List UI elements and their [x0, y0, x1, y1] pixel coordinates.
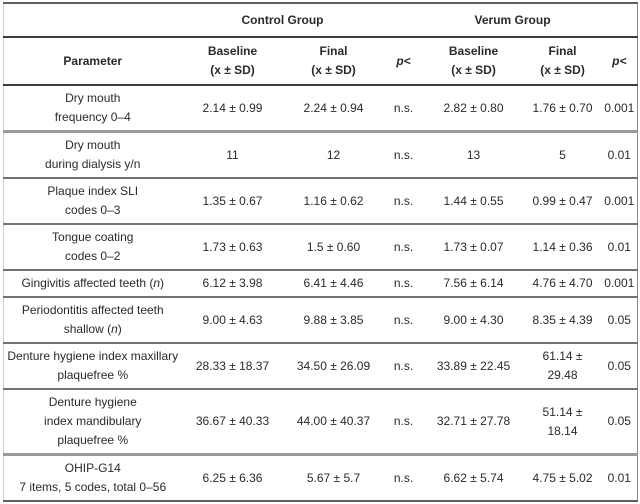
- verum-p-cell: 0.001: [601, 177, 638, 224]
- table-row: Gingivitis affected teeth (n) 6.12 ± 3.98…: [3, 269, 638, 297]
- table-row: OHIP-G14 7 items, 5 codes, total 0–56 6.25…: [3, 453, 638, 501]
- verum-baseline-cell: 13: [423, 130, 524, 178]
- control-p-cell: n.s.: [383, 342, 424, 389]
- verum-baseline-cell: 32.71 ± 27.78: [423, 388, 524, 455]
- verum-p-cell: 0.01: [601, 223, 638, 270]
- verum-p-cell: 0.001: [601, 269, 638, 297]
- verum-p-cell: 0.01: [601, 453, 638, 501]
- verum-baseline-cell: 1.44 ± 0.55: [423, 177, 524, 224]
- verum-final-cell: 8.35 ± 4.39: [523, 296, 602, 343]
- control-baseline-cell: 9.00 ± 4.63: [181, 296, 284, 343]
- verum-p-cell: 0.05: [601, 342, 638, 389]
- table-body: Dry mouth frequency 0–4 2.14 ± 0.99 2.24 ± …: [3, 85, 638, 501]
- parameter-column-header: Parameter: [3, 37, 182, 86]
- control-final-cell: 34.50 ± 26.09: [283, 342, 384, 389]
- control-final-cell: 12: [283, 130, 384, 178]
- table-row: Dry mouth frequency 0–4 2.14 ± 0.99 2.24 ± …: [4, 85, 638, 132]
- parameter-cell: Denture hygiene index maxillary plaquefre…: [3, 342, 182, 389]
- control-final-column-header: Final (x ± SD): [283, 37, 384, 86]
- control-final-cell: 5.67 ± 5.7: [283, 453, 384, 501]
- control-baseline-cell: 28.33 ± 18.37: [181, 342, 284, 389]
- verum-p-cell: 0.001: [604, 100, 635, 115]
- parameter-cell: OHIP-G14 7 items, 5 codes, total 0–56: [3, 453, 182, 501]
- group-header-spacer: [383, 3, 424, 38]
- verum-group-header: Verum Group: [423, 3, 602, 38]
- verum-baseline-cell: 2.82 ± 0.80: [443, 100, 504, 115]
- control-final-cell: 6.41 ± 4.46: [283, 269, 384, 297]
- control-baseline-cell: 2.14 ± 0.99: [202, 100, 263, 115]
- verum-final-cell: 1.14 ± 0.36: [523, 223, 602, 270]
- table-row: Tongue coating codes 0–2 1.73 ± 0.63 1.5 ± …: [3, 223, 638, 270]
- table-row: Denture hygiene index mandibulary plaquefr…: [3, 388, 638, 455]
- parameter-cell: Dry mouth frequency 0–4: [54, 91, 131, 124]
- verum-baseline-column-header: Baseline (x ± SD): [423, 37, 524, 86]
- verum-final-cell: 4.75 ± 5.02: [523, 453, 602, 501]
- control-final-cell: 1.16 ± 0.62: [283, 177, 384, 224]
- control-baseline-column-header: Baseline (x ± SD): [181, 37, 284, 86]
- control-p-cell: n.s.: [383, 223, 424, 270]
- group-header-spacer: [601, 3, 638, 38]
- parameter-cell: Periodontitis affected teeth shallow (n): [3, 296, 182, 343]
- control-p-cell: n.s.: [383, 269, 424, 297]
- control-group-header: Control Group: [181, 3, 384, 38]
- group-header-row: Control Group Verum Group: [3, 3, 638, 38]
- control-p-cell: n.s.: [383, 388, 424, 455]
- parameter-cell: Tongue coating codes 0–2: [3, 223, 182, 270]
- table-header: Control Group Verum Group Parameter Base…: [3, 3, 638, 86]
- verum-baseline-cell: 7.56 ± 6.14: [423, 269, 524, 297]
- control-p-cell: n.s.: [393, 100, 414, 115]
- column-header-row: Parameter Baseline (x ± SD) Final (x ± SD)…: [3, 37, 638, 86]
- verum-final-cell: 4.76 ± 4.70: [523, 269, 602, 297]
- control-final-cell: 1.5 ± 0.60: [283, 223, 384, 270]
- control-baseline-cell: 6.25 ± 6.36: [181, 453, 284, 501]
- control-baseline-cell: 6.12 ± 3.98: [181, 269, 284, 297]
- verum-baseline-cell: 9.00 ± 4.30: [423, 296, 524, 343]
- parameter-cell: Dry mouth during dialysis y/n: [3, 130, 182, 178]
- verum-final-cell: 51.14 ±18.14: [523, 388, 602, 455]
- parameter-cell: Denture hygiene index mandibulary plaquefr…: [3, 388, 182, 455]
- table-row: Plaque index SLI codes 0–3 1.35 ± 0.67 1.16…: [3, 177, 638, 224]
- control-baseline-cell: 11: [181, 130, 284, 178]
- table-row: Dry mouth during dialysis y/n 11 12 n.s. 13 5 0…: [3, 130, 638, 178]
- verum-final-cell: 0.99 ± 0.47: [523, 177, 602, 224]
- verum-final-column-header: Final (x ± SD): [523, 37, 602, 86]
- verum-final-cell: 61.14 ±29.48: [523, 342, 602, 389]
- verum-final-cell: 5: [523, 130, 602, 178]
- control-p-cell: n.s.: [383, 130, 424, 178]
- verum-p-cell: 0.05: [601, 388, 638, 455]
- control-final-cell: 9.88 ± 3.85: [283, 296, 384, 343]
- verum-baseline-cell: 6.62 ± 5.74: [423, 453, 524, 501]
- control-p-cell: n.s.: [383, 177, 424, 224]
- results-table: Control Group Verum Group Parameter Base…: [3, 2, 639, 502]
- verum-baseline-cell: 1.73 ± 0.07: [423, 223, 524, 270]
- control-p-cell: n.s.: [383, 453, 424, 501]
- control-p-cell: n.s.: [383, 296, 424, 343]
- verum-p-column-header: p<: [601, 37, 638, 86]
- control-final-cell: 2.24 ± 0.94: [303, 100, 364, 115]
- table-row: Denture hygiene index maxillary plaquefre…: [3, 342, 638, 389]
- verum-p-cell: 0.05: [601, 296, 638, 343]
- control-baseline-cell: 1.73 ± 0.63: [181, 223, 284, 270]
- verum-final-cell: 1.76 ± 0.70: [532, 100, 593, 115]
- control-p-column-header: p<: [383, 37, 424, 86]
- control-baseline-cell: 36.67 ± 40.33: [181, 388, 284, 455]
- table-row: Periodontitis affected teeth shallow (n) 9…: [3, 296, 638, 343]
- group-header-spacer: [3, 3, 182, 38]
- parameter-cell: Gingivitis affected teeth (n): [3, 269, 182, 297]
- verum-p-cell: 0.01: [601, 130, 638, 178]
- parameter-cell: Plaque index SLI codes 0–3: [3, 177, 182, 224]
- control-baseline-cell: 1.35 ± 0.67: [181, 177, 284, 224]
- control-final-cell: 44.00 ± 40.37: [283, 388, 384, 455]
- verum-baseline-cell: 33.89 ± 22.45: [423, 342, 524, 389]
